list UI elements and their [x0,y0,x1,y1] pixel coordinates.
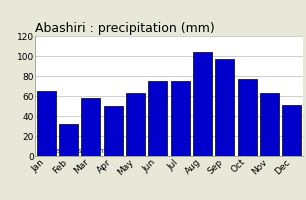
Bar [193,52,212,156]
Bar [37,91,56,156]
Bar [59,124,78,156]
Bar [171,81,190,156]
Bar [148,81,167,156]
Bar [81,98,100,156]
Bar [282,105,301,156]
Bar [104,106,123,156]
Text: www.allmetsat.com: www.allmetsat.com [38,148,106,154]
Bar [215,59,234,156]
Bar [238,79,257,156]
Text: Abashiri : precipitation (mm): Abashiri : precipitation (mm) [35,22,215,35]
Bar [126,93,145,156]
Bar [260,93,279,156]
